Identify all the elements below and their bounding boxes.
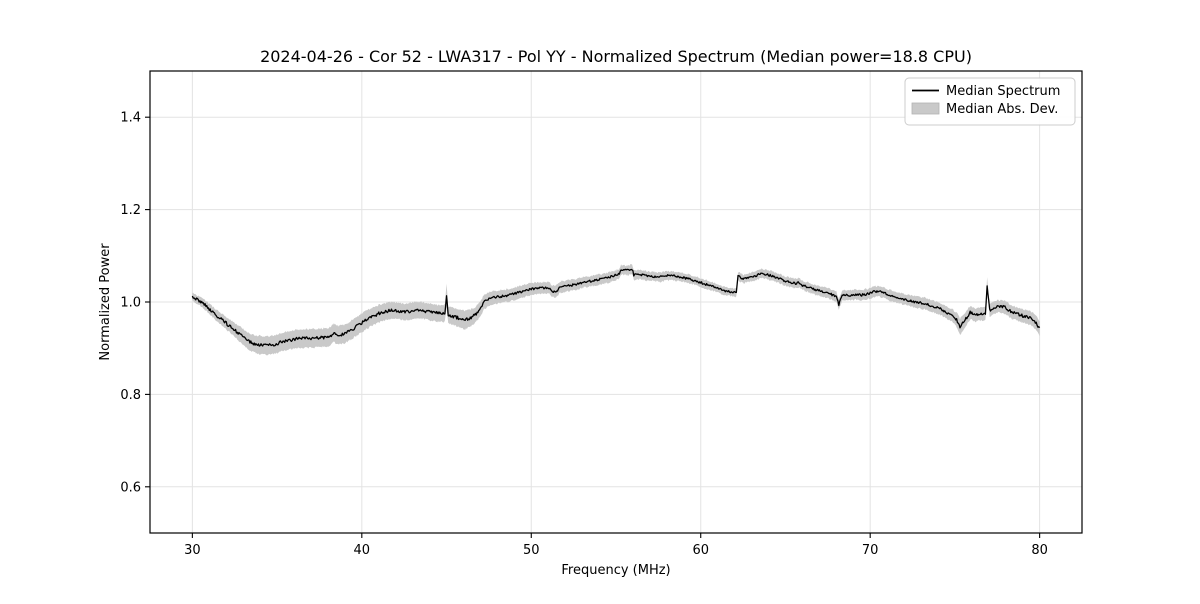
y-tick-label: 0.8 (120, 388, 141, 403)
y-tick-label: 1.4 (120, 111, 141, 126)
data-layer (191, 263, 1041, 356)
y-tick-label: 1.2 (120, 203, 141, 218)
x-tick-label: 80 (1031, 543, 1048, 558)
grid-layer (150, 71, 1082, 533)
x-tick-label: 30 (184, 543, 201, 558)
legend-box (904, 77, 1076, 126)
x-tick-label: 40 (354, 543, 371, 558)
y-tick-label: 0.6 (120, 480, 141, 495)
y-axis-label: Normalized Power (98, 243, 113, 361)
x-tick-label: 70 (862, 543, 879, 558)
x-axis-label: Frequency (MHz) (561, 563, 670, 578)
mad-band (192, 263, 1040, 356)
x-tick-label: 50 (523, 543, 540, 558)
legend-label-median-abs-dev: Median Abs. Dev. (946, 102, 1058, 117)
y-tick-label: 1.0 (120, 296, 141, 311)
median-spectrum-line (191, 268, 1041, 347)
legend: Median Spectrum Median Abs. Dev. (904, 77, 1076, 126)
chart-title: 2024-04-26 - Cor 52 - LWA317 - Pol YY - … (260, 47, 972, 66)
tick-layer: 30 40 50 60 70 80 0.6 0.8 1.0 1.2 1.4 (120, 111, 1048, 558)
legend-label-median-spectrum: Median Spectrum (946, 84, 1060, 99)
legend-patch-sample-icon (911, 102, 940, 115)
x-tick-label: 60 (692, 543, 709, 558)
